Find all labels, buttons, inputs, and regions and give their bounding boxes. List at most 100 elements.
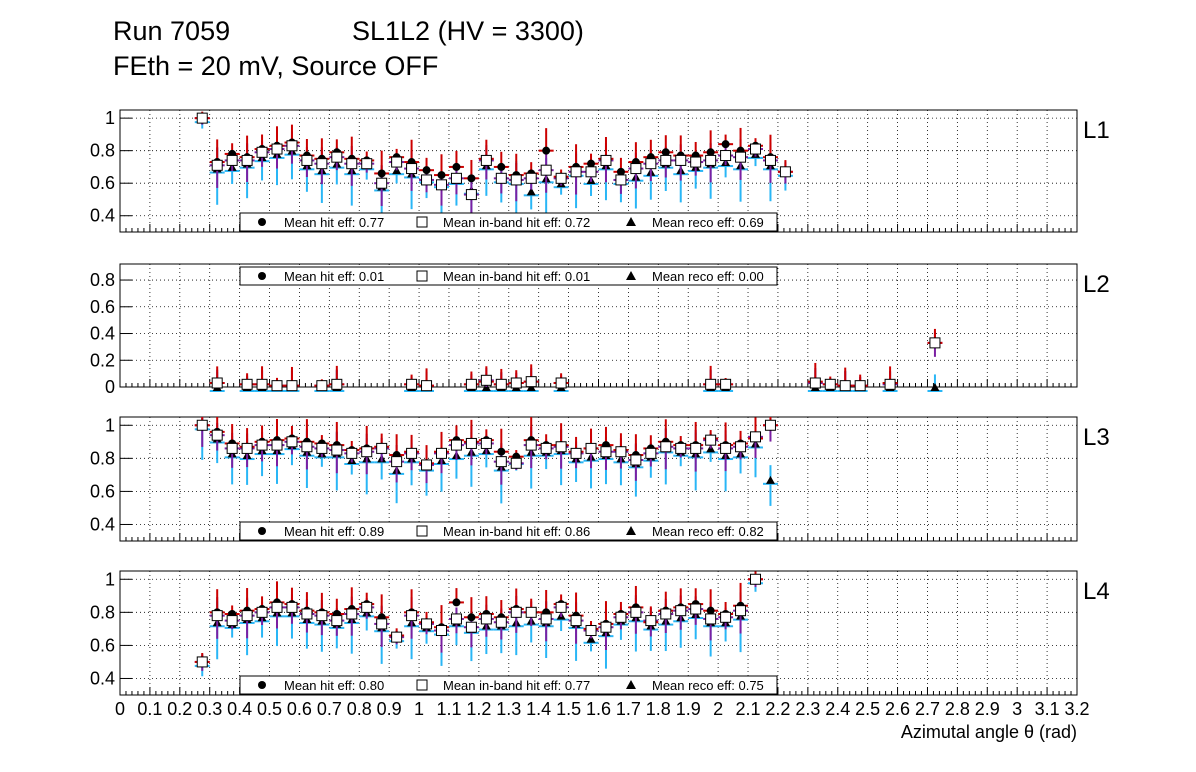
inband-eff-marker <box>346 608 358 620</box>
x-tick-label: 0 <box>115 699 125 719</box>
inband-eff-marker <box>376 618 388 630</box>
inband-eff-marker <box>495 456 507 468</box>
inband-eff-marker <box>615 174 627 186</box>
data-bin <box>463 597 479 662</box>
inband-eff-marker <box>301 441 313 453</box>
data-bin <box>329 598 345 649</box>
data-bin <box>448 588 464 646</box>
data-bin <box>733 430 749 474</box>
data-bin <box>314 138 330 203</box>
inband-eff-marker <box>705 154 717 166</box>
data-bin <box>284 124 300 180</box>
data-bin <box>404 434 420 486</box>
data-bin <box>434 154 449 217</box>
inband-eff-marker <box>361 446 373 458</box>
data-bin <box>583 153 599 196</box>
x-tick-label: 0.7 <box>317 699 342 719</box>
inband-eff-marker <box>495 616 507 628</box>
legend-hit-text: Mean hit eff: 0.89 <box>284 524 384 539</box>
data-bin <box>748 417 763 478</box>
legend-inband-marker <box>416 216 428 228</box>
x-tick-label: 1.3 <box>496 699 521 719</box>
panel-l1: 0.4 0.6 0.8 1 L1 Mean hit eff: 0.77 Mean in-ba… <box>90 108 1110 233</box>
inband-eff-marker <box>196 419 208 431</box>
x-tick-label: 3.1 <box>1035 699 1060 719</box>
inband-eff-marker <box>600 154 612 166</box>
data-bin <box>419 368 435 392</box>
y-tick-label: 0.6 <box>90 173 115 193</box>
inband-eff-marker <box>690 156 702 168</box>
run-title: Run 7059 <box>113 16 231 46</box>
reco-eff-marker <box>526 187 536 196</box>
hit-eff-marker <box>706 148 715 157</box>
legend-hit-marker <box>258 527 266 535</box>
panel-label-l1: L1 <box>1083 117 1110 144</box>
data-bin <box>523 162 539 210</box>
data-bin <box>658 135 674 191</box>
data-bin <box>254 596 270 638</box>
legend-l4: Mean hit eff: 0.80 Mean in-band hit eff: … <box>239 675 778 695</box>
y-tick-label: 0.6 <box>90 481 115 501</box>
x-tick-label: 0.2 <box>167 699 192 719</box>
inband-eff-marker <box>316 158 328 170</box>
data-bin <box>718 601 734 642</box>
inband-eff-marker <box>705 613 717 625</box>
inband-eff-marker <box>690 603 702 615</box>
inband-eff-marker <box>256 606 268 618</box>
inband-eff-marker <box>720 442 732 454</box>
inband-eff-marker <box>570 615 582 627</box>
x-tick-label: 0.1 <box>137 699 162 719</box>
data-bin <box>209 417 225 464</box>
inband-eff-marker <box>600 446 612 458</box>
data-bin <box>389 628 405 649</box>
inband-eff-marker <box>675 442 687 454</box>
legend-l2: Mean hit eff: 0.01 Mean in-band hit eff: … <box>239 266 778 286</box>
legend-box <box>239 675 778 695</box>
data-bin <box>703 130 719 199</box>
inband-eff-marker <box>555 441 567 453</box>
x-tick-label: 2.4 <box>825 699 850 719</box>
legend-box <box>239 521 778 541</box>
inband-eff-marker <box>211 610 223 622</box>
inband-eff-marker <box>346 158 358 170</box>
hit-eff-marker <box>452 598 461 607</box>
inband-eff-marker <box>525 606 537 618</box>
y-tick-label: 0.6 <box>90 635 115 655</box>
data-bin <box>837 367 853 392</box>
data-bin <box>463 371 479 392</box>
inband-eff-marker <box>510 174 522 186</box>
chart-subtitle: FEth = 20 mV, Source OFF <box>113 51 439 81</box>
data-bin <box>194 652 210 677</box>
data-bin <box>239 373 255 392</box>
inband-eff-marker <box>585 442 597 454</box>
data-bin <box>209 366 225 392</box>
panel-l3: 0.4 0.6 0.8 1 L3 Mean hit eff: 0.89 Mean in-ba… <box>90 415 1110 542</box>
inband-eff-marker <box>435 625 447 637</box>
y-tick-label: 1 <box>105 569 115 589</box>
data-bin <box>748 138 763 167</box>
inband-eff-marker <box>555 377 567 389</box>
data-bin <box>224 605 240 638</box>
legend-hit-marker <box>258 218 266 226</box>
y-tick-label: 0.4 <box>90 668 115 688</box>
data-bin <box>434 605 449 666</box>
data-bin <box>493 428 509 504</box>
data-bin <box>598 136 614 201</box>
inband-eff-marker <box>211 377 223 389</box>
data-bin <box>688 421 704 491</box>
x-tick-label: 1.1 <box>436 699 461 719</box>
data-bin <box>628 434 644 497</box>
data-bin <box>658 419 674 485</box>
inband-eff-marker <box>196 656 208 668</box>
y-tick-label: 0.8 <box>90 602 115 622</box>
inband-eff-marker <box>884 378 896 390</box>
data-bin <box>329 365 345 392</box>
data-bin <box>284 587 300 639</box>
inband-eff-marker <box>316 380 328 392</box>
y-tick-label: 0.8 <box>90 141 115 161</box>
x-tick-label: 1.6 <box>586 699 611 719</box>
inband-eff-marker <box>750 431 762 443</box>
inband-eff-marker <box>406 163 418 175</box>
data-bin <box>404 139 420 210</box>
inband-eff-marker <box>690 442 702 454</box>
